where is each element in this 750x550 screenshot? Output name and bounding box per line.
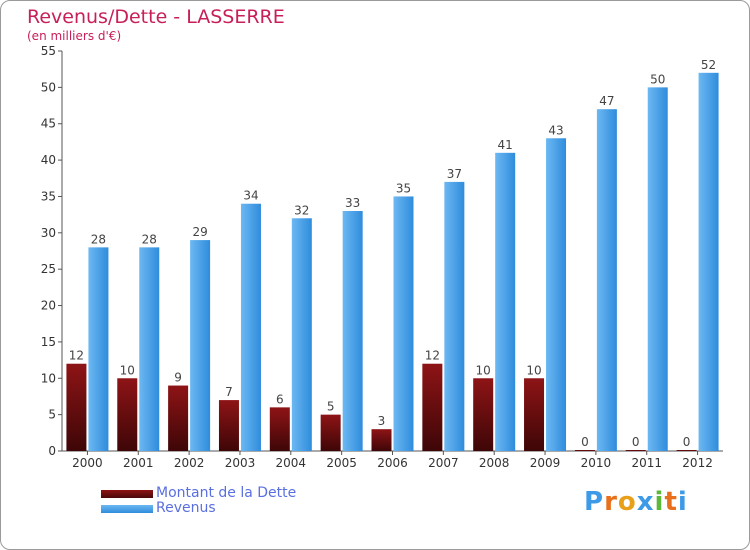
debt-bar [117,378,138,451]
revenue-bar [444,181,465,451]
debt-value-label: 10 [476,363,491,377]
revenue-bar [240,203,261,451]
revenue-bar [139,247,160,451]
y-tick-label: 5 [48,408,56,422]
revenue-bar [647,87,668,451]
debt-value-label: 6 [276,392,284,406]
y-tick-label: 40 [41,153,56,167]
bars [66,72,719,452]
debt-bar [168,385,189,451]
revenue-bar [393,196,414,451]
debt-value-label: 7 [225,385,233,399]
x-tick-label: 2004 [276,456,307,470]
y-tick-label: 15 [41,335,56,349]
debt-bar [422,363,443,451]
debt-bar [574,450,595,451]
legend-swatch-revenue [101,505,153,513]
y-tick-label: 10 [41,371,56,385]
chart-subtitle: (en milliers d'€) [27,29,122,43]
proxiti-logo: Proxiti [584,487,688,517]
debt-value-label: 3 [378,414,386,428]
y-tick-label: 55 [41,44,56,58]
debt-value-label: 12 [69,349,84,363]
legend-label-debt: Montant de la Dette [156,485,297,501]
x-tick-label: 2001 [123,456,154,470]
x-tick-label: 2006 [377,456,408,470]
logo-letter: o [617,487,637,517]
x-tick-label: 2005 [326,456,357,470]
revenue-bar [291,218,312,451]
revenue-bar [596,109,617,451]
logo-letter: P [584,487,605,517]
y-tick-label: 50 [41,80,56,94]
legend-label-revenue: Revenus [156,500,216,516]
debt-bar [269,407,290,451]
x-tick-label: 2008 [479,456,510,470]
debt-bar [320,414,341,451]
revenue-bar [342,211,363,451]
revenue-value-label: 50 [650,72,665,86]
revenue-value-label: 35 [396,181,411,195]
debt-bar [676,450,697,451]
legend-swatch-debt [101,490,153,498]
revenue-value-label: 47 [599,94,614,108]
revenue-value-label: 43 [548,123,563,137]
revenue-value-label: 52 [701,58,716,72]
y-tick-label: 25 [41,262,56,276]
x-tick-label: 2011 [631,456,662,470]
debt-value-label: 0 [581,435,589,449]
debt-bar [473,378,494,451]
logo-letter: x [636,487,655,517]
revenue-value-label: 37 [447,167,462,181]
x-tick-label: 2002 [174,456,205,470]
debt-bar [524,378,545,451]
x-tick-label: 2009 [530,456,561,470]
revenue-bar [190,240,211,451]
revenue-value-label: 34 [243,189,258,203]
revenue-value-label: 28 [142,232,157,246]
revenue-bar [698,72,719,452]
x-tick-label: 2010 [581,456,612,470]
y-tick-label: 0 [48,444,56,458]
x-tick-label: 2012 [682,456,713,470]
x-tick-label: 2003 [225,456,256,470]
logo-letter: i [677,487,688,517]
revenue-value-label: 28 [91,232,106,246]
revenue-value-label: 33 [345,196,360,210]
revenue-bar [495,152,516,451]
data-labels: 1228102892973463253333512371041104304705… [69,58,716,449]
debt-value-label: 10 [120,363,135,377]
x-tick-label: 2000 [72,456,103,470]
debt-bar [66,363,87,451]
y-tick-label: 30 [41,226,56,240]
debt-value-label: 5 [327,400,335,414]
logo-letter: t [664,487,678,517]
debt-value-label: 12 [425,349,440,363]
chart-title: Revenus/Dette - LASSERRE [27,6,285,28]
logo-letter: i [654,487,665,517]
debt-value-label: 0 [632,435,640,449]
y-tick-label: 20 [41,299,56,313]
revenue-bar [546,138,567,452]
debt-bar [371,429,392,451]
revenue-value-label: 29 [192,225,207,239]
debt-value-label: 10 [526,363,541,377]
debt-bar [218,400,239,451]
revenue-value-label: 41 [498,138,513,152]
debt-value-label: 9 [174,371,182,385]
debt-value-label: 0 [683,435,691,449]
y-tick-label: 45 [41,117,56,131]
y-tick-label: 35 [41,189,56,203]
x-tick-label: 2007 [428,456,459,470]
revenue-value-label: 32 [294,203,309,217]
debt-bar [625,450,646,451]
logo-letter: r [604,487,618,517]
revenue-bar [88,247,109,451]
